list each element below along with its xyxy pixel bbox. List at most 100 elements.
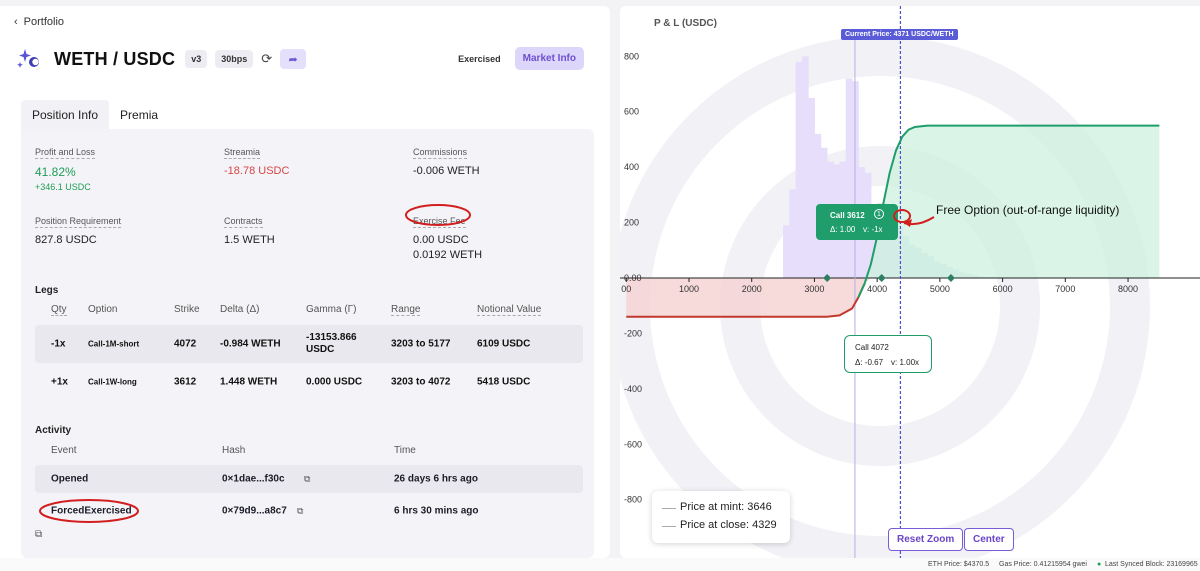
leg-notional: 5418 USDC [477,376,531,388]
leg-strike: 4072 [174,338,197,350]
sync-status-dot: ● [1097,561,1102,568]
chevron-left-icon: ‹ [14,16,18,28]
leg-gamma: 0.000 USDC [306,376,363,388]
back-label: Portfolio [23,16,65,28]
activity-time: 6 hrs 30 mins ago [394,505,479,517]
histogram-bar [852,81,859,279]
leg-option: Call-1M-short [88,339,140,349]
share-arrow-icon: ➦ [288,53,298,66]
range-markers [823,274,955,283]
y-axis-title: P & L (USDC) [654,18,717,29]
exercise-fee-metric: Exercise Fee 0.00 USDC 0.0192 WETH [413,211,482,261]
x-tick-label: 00 [621,284,631,294]
legs-col-notional: Notional Value [477,304,542,316]
refresh-icon[interactable]: ⟳ [261,51,273,66]
x-tick-label: 7000 [1055,284,1075,294]
tooltip-delta: Δ: 1.00 [830,225,856,234]
legend-mint-label: Price at mint: 3646 [680,501,772,513]
histogram-bar [789,189,797,279]
copy-icon[interactable]: ⧉ [35,529,43,540]
legend-close-label: Price at close: 4329 [680,519,777,531]
gas-price: Gas Price: 0.41215954 gwei [999,561,1087,568]
pnl-metric: Profit and Loss 41.82% +346.1 USDC [35,142,96,192]
x-tick-label: 2000 [742,284,762,294]
leg-range: 3203 to 4072 [391,376,451,388]
pnl-amount: +346.1 USDC [35,182,91,192]
back-link[interactable]: ‹ Portfolio [14,16,64,28]
x-tick-label: 5000 [930,284,950,294]
chart-axes: 800 600 400 200 0.00 -200 -400 -600 -800 00 1000 20… [620,6,1200,558]
fee-tier-badge: 30bps [215,50,254,68]
share-button[interactable]: ➦ [280,49,307,69]
activity-event: Opened [51,473,89,485]
leg-qty: -1x [51,338,66,350]
status-bar: ETH Price: $4370.5 Gas Price: 0.41215954… [0,558,1200,571]
loss-region [626,278,1160,317]
legs-title: Legs [35,285,59,296]
position-panel: ‹ Portfolio WETH / USDC v3 30bps ⟳ ➦ Exe… [0,6,610,558]
y-tick-label: 600 [624,107,639,117]
market-info-button[interactable]: Market Info [514,47,584,70]
legend-close-line [662,526,676,527]
x-tick-label: 1000 [679,284,699,294]
tab-premia[interactable]: Premia [120,108,159,122]
x-tick-label: 6000 [993,284,1013,294]
leg-notional: 6109 USDC [477,338,531,350]
requirement-metric: Position Requirement 827.8 USDC [35,211,122,246]
y-tick-label: 200 [624,218,639,228]
y-tick-label: -400 [624,384,642,394]
tooltip-v: v: 1.00x [891,358,920,367]
activity-col-time: Time [394,445,416,456]
contracts-metric: Contracts 1.5 WETH [224,211,275,246]
status-badge: Exercised [458,53,501,64]
forced-exercised-highlight-ring [39,499,139,523]
pnl-chart-panel[interactable]: P & L (USDC) 800 600 400 200 0.00 -200 -400 -60… [620,6,1200,558]
leg-row[interactable]: -1x Call-1M-short 4072 -0.984 WETH -1315… [35,325,583,363]
activity-hash[interactable]: 0×1dae...f30c [222,473,285,485]
streamia-label: Streamia [224,147,261,159]
leg-strike: 3612 [174,376,197,388]
leg-option: Call-1W-long [88,377,137,387]
exercise-fee-highlight-ring [405,204,471,226]
profit-region [626,125,1160,279]
header-actions: Exercised Market Info [452,47,584,70]
tooltip-v: v: -1x [863,225,883,234]
external-link-icon[interactable]: ⧉ [297,505,304,516]
histogram-bar [808,97,815,279]
activity-row[interactable]: ForcedExercised 0×79d9...a8c7 ⧉ 6 hrs 30… [35,497,583,525]
external-link-icon[interactable]: ⧉ [304,473,311,484]
contracts-value: 1.5 WETH [224,234,275,246]
tab-position-info[interactable]: Position Info [21,100,110,132]
y-tick-label: 800 [624,51,639,61]
range-marker [877,274,886,283]
y-tick-label: -800 [624,495,642,505]
current-price-label: Current Price: 4371 USDC/WETH [841,29,958,40]
legs-col-option: Option [88,304,118,315]
pnl-chart[interactable]: P & L (USDC) 800 600 400 200 0.00 -200 -400 -60… [620,6,1200,558]
tooltip-title: Call 4072 [855,343,889,352]
last-synced-block: Last Synced Block: 23169965 [1105,561,1198,568]
pnl-series [626,124,1160,318]
histogram-bar [795,61,803,279]
x-tick-label: 3000 [804,284,824,294]
legs-col-gamma: Gamma (Γ) [306,304,357,315]
histogram-bar [783,225,790,279]
reset-zoom-button[interactable]: Reset Zoom [888,528,964,551]
y-tick-label: -200 [624,328,642,338]
x-tick-label: 8000 [1118,284,1138,294]
legs-col-strike: Strike [174,304,200,315]
leg-range: 3203 to 5177 [391,338,451,350]
activity-row[interactable]: Opened 0×1dae...f30c ⧉ 26 days 6 hrs ago [35,465,583,493]
contracts-label: Contracts [224,216,263,228]
y-tick-label: 0.00 [624,273,642,283]
activity-hash[interactable]: 0×79d9...a8c7 [222,505,287,517]
pnl-percent: 41.82% [35,165,76,179]
price-legend: Price at mint: 3646 Price at close: 4329 [652,491,790,543]
center-button[interactable]: Center [964,528,1014,551]
histogram-bar [870,205,878,279]
leg-row[interactable]: +1x Call-1W-long 3612 1.448 WETH 0.000 U… [35,363,583,401]
call-4072-tooltip: Call 4072 Δ: -0.67 v: 1.00x [844,335,932,373]
streamia-metric: Streamia -18.78 USDC [224,142,289,177]
commissions-metric: Commissions -0.006 WETH [413,142,480,177]
activity-event: ForcedExercised [51,505,132,517]
